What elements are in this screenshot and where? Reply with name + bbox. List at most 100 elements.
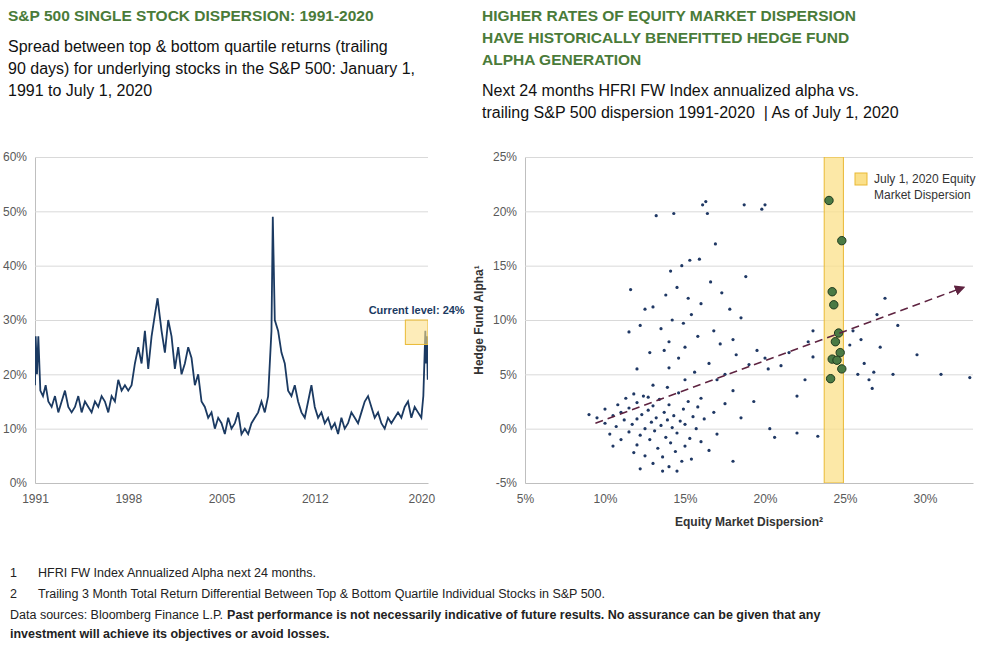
chart-scatter: HIGHER RATES OF EQUITY MARKET DISPERSION…: [472, 7, 975, 529]
annotation: Current level: 24%: [369, 304, 465, 316]
footnote-number: 1: [10, 566, 17, 580]
point: [695, 427, 698, 430]
point: [787, 351, 790, 354]
point: [859, 338, 862, 341]
tick-label: 2020: [408, 492, 435, 506]
point: [687, 297, 690, 300]
plot-area: [587, 157, 971, 483]
tick: 2012: [302, 483, 329, 506]
point: [672, 414, 675, 417]
point: [677, 356, 680, 359]
disclaimer: Past performance is not necessarily indi…: [227, 608, 820, 622]
tick: 10%: [593, 483, 617, 506]
tick: 50%: [3, 205, 428, 219]
point: [735, 353, 738, 356]
point: [632, 392, 635, 395]
point: [671, 318, 674, 321]
tick-label: 60%: [3, 150, 27, 164]
x-axis: 5%10%15%20%25%30%: [517, 483, 974, 506]
point: [968, 376, 971, 379]
point: [760, 208, 763, 211]
y-axis-title: Hedge Fund Alpha¹: [472, 265, 486, 375]
point: [707, 449, 710, 452]
chart-line: S&P 500 SINGLE STOCK DISPERSION: 1991-20…: [3, 7, 465, 506]
point: [683, 346, 686, 349]
point: [682, 408, 685, 411]
point: [611, 444, 614, 447]
point: [643, 308, 646, 311]
point: [696, 405, 699, 408]
grid-line: [525, 266, 973, 267]
tick-label: 15%: [673, 492, 697, 506]
tick-label: -5%: [496, 476, 518, 490]
point: [691, 415, 694, 418]
grid-line: [35, 157, 428, 158]
point: [663, 411, 666, 414]
grid-line: [35, 266, 428, 267]
point: [667, 465, 670, 468]
point: [648, 438, 651, 441]
legend-swatch: [855, 173, 867, 185]
title: HAVE HISTORICALLY BENEFITTED HEDGE FUND: [482, 29, 849, 46]
tick: 30%: [3, 313, 428, 327]
scatter-series: [587, 200, 971, 473]
footnote-text: Trailing 3 Month Total Return Differenti…: [38, 587, 605, 601]
point: [856, 373, 859, 376]
point: [627, 330, 630, 333]
subtitle: Next 24 months HFRI FW Index annualized …: [482, 82, 859, 99]
tick: 20%: [3, 368, 428, 382]
point: [680, 264, 683, 267]
scatter-series: [825, 196, 846, 383]
point: [680, 460, 683, 463]
subtitle: Spread between top & bottom quartile ret…: [8, 38, 388, 55]
point: [659, 327, 662, 330]
point: [659, 424, 662, 427]
tick-label: 10%: [493, 313, 517, 327]
point: [655, 416, 658, 419]
point: [635, 443, 638, 446]
point: [699, 440, 702, 443]
point: [872, 371, 875, 374]
tick: 0%: [10, 476, 428, 490]
x-axis-title: Equity Market Dispersion²: [675, 515, 823, 529]
point: [627, 406, 630, 409]
point: [752, 400, 755, 403]
title: ALPHA GENERATION: [482, 51, 641, 68]
point: [683, 423, 686, 426]
subtitle: 90 days) for underlying stocks in the S&…: [8, 60, 415, 77]
point: [672, 212, 675, 215]
point: [731, 460, 734, 463]
point: [656, 447, 659, 450]
point: [879, 346, 882, 349]
tick-label: 10%: [3, 422, 27, 436]
tick: 20%: [493, 205, 973, 219]
highlight-point: [830, 301, 838, 309]
point: [647, 409, 650, 412]
point: [642, 394, 645, 397]
grid-line: [35, 374, 428, 375]
legend-label: July 1, 2020 Equity: [874, 172, 975, 186]
point: [690, 457, 693, 460]
tick-label: 1991: [22, 492, 49, 506]
point: [587, 413, 590, 416]
highlight-point: [838, 365, 846, 373]
subtitle: 1991 to July 1, 2020: [8, 82, 152, 99]
point: [763, 356, 766, 359]
point: [709, 280, 712, 283]
point: [704, 200, 707, 203]
point: [816, 435, 819, 438]
grid-line: [35, 320, 428, 321]
tick-label: 25%: [833, 492, 857, 506]
point: [795, 431, 798, 434]
point: [635, 401, 638, 404]
point: [631, 423, 634, 426]
point: [690, 313, 693, 316]
point: [603, 422, 606, 425]
tick-label: 50%: [3, 205, 27, 219]
point: [640, 413, 643, 416]
tick-label: 1998: [115, 492, 142, 506]
point: [723, 402, 726, 405]
point: [608, 433, 611, 436]
point: [619, 438, 622, 441]
tick: 15%: [493, 259, 973, 273]
